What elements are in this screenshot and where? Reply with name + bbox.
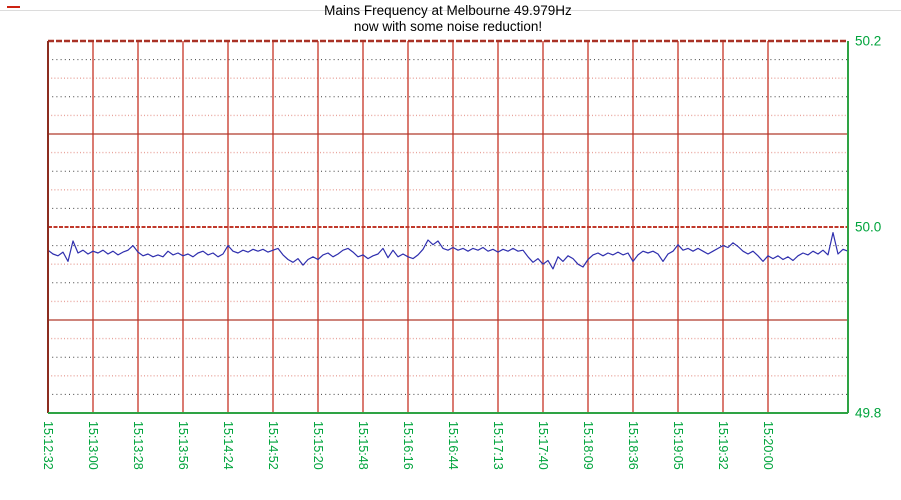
y-axis-label: 50.2 <box>855 34 881 49</box>
frequency-data-line <box>47 232 849 270</box>
x-axis-label: 15:14:24 <box>221 421 235 470</box>
y-axis-label: 50.0 <box>855 220 881 235</box>
x-axis-label: 15:13:00 <box>86 421 100 470</box>
chart-header: Mains Frequency at Melbourne 49.979Hz no… <box>48 3 848 35</box>
x-axis-label: 15:13:28 <box>131 421 145 470</box>
x-axis-label: 15:16:16 <box>401 421 415 470</box>
chart-title: Mains Frequency at Melbourne 49.979Hz <box>324 3 572 18</box>
x-axis-label: 15:17:13 <box>491 421 505 470</box>
x-axis-label: 15:20:00 <box>761 421 775 470</box>
top-rule <box>0 10 901 11</box>
x-axis-label: 15:14:52 <box>266 421 280 470</box>
x-axis-label: 15:19:05 <box>671 421 685 470</box>
x-axis-label: 15:15:20 <box>311 421 325 470</box>
chart-subtitle: now with some noise reduction! <box>353 19 543 34</box>
x-axis-label: 15:18:09 <box>581 421 595 470</box>
x-axis-label: 15:18:36 <box>626 421 640 470</box>
x-axis-label: 15:15:48 <box>356 421 370 470</box>
x-axis-label: 15:17:40 <box>536 421 550 470</box>
x-axis-label: 15:16:44 <box>446 421 460 470</box>
series-legend-dash <box>7 6 20 8</box>
x-axis-label: 15:19:32 <box>716 421 730 470</box>
y-axis-label: 49.8 <box>855 406 881 421</box>
x-axis-label: 15:13:56 <box>176 421 190 470</box>
x-axis-label: 15:12:32 <box>41 421 55 470</box>
